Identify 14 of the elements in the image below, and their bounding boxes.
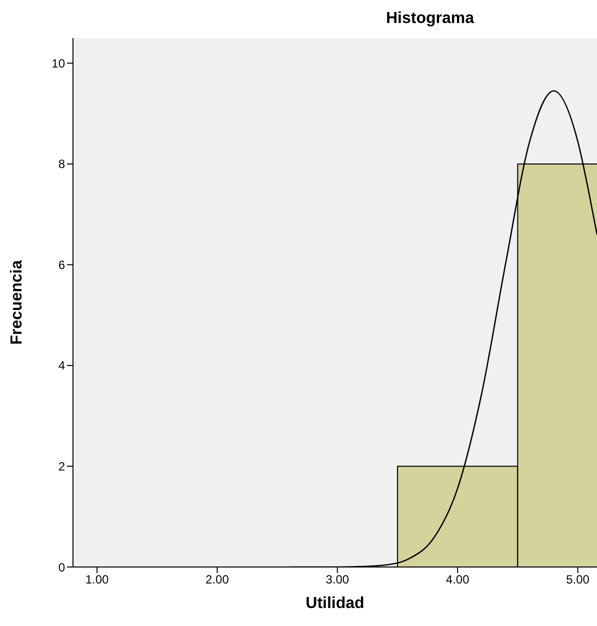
x-axis-title: Utilidad (306, 595, 364, 612)
chart-title: Histograma (384, 10, 476, 28)
x-tick-label: 5.00 (566, 572, 590, 587)
y-tick-label: 8 (58, 157, 66, 172)
x-tick-label: 4.00 (446, 572, 470, 587)
y-tick-label: 0 (58, 560, 66, 574)
x-tick-label: 1.00 (85, 572, 110, 587)
y-tick-label: 6 (58, 258, 66, 272)
y-tick-label: 2 (58, 460, 66, 474)
y-tick-label: 4 (58, 358, 66, 373)
y-axis-title: Frecuencia (8, 260, 26, 345)
y-tick-label: 10 (52, 56, 66, 70)
x-tick-label: 2.00 (206, 572, 230, 587)
x-tick-label: 3.00 (326, 572, 350, 587)
